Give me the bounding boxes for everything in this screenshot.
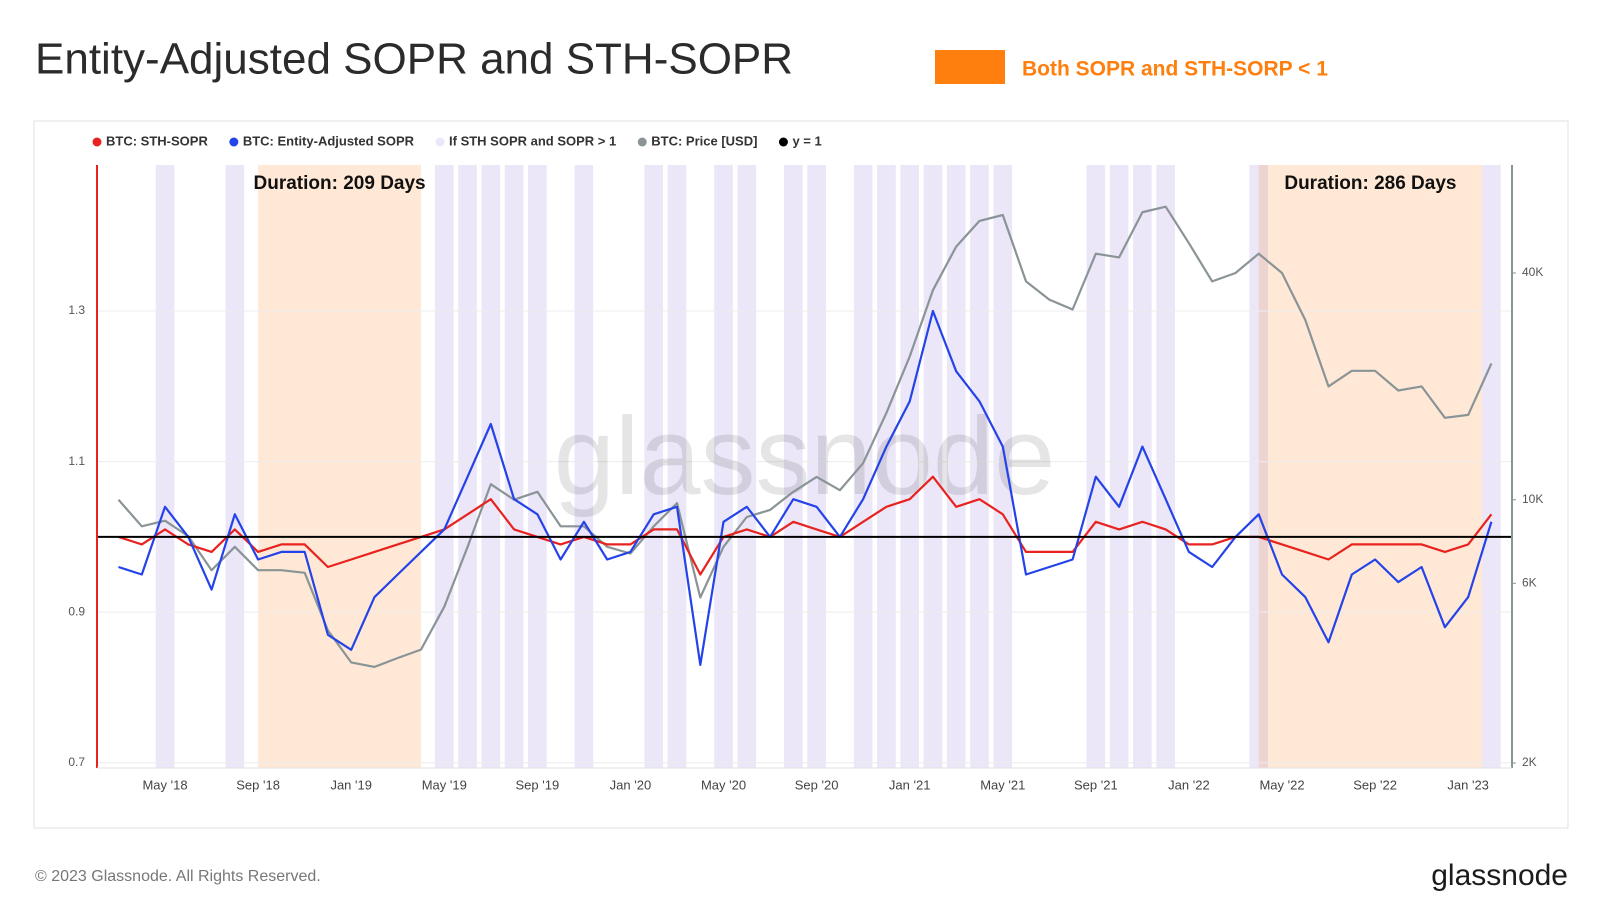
series-line [117,205,1493,668]
y-tick-label: 1.3 [68,303,85,317]
legend-label: y = 1 [792,133,821,148]
indicator-bar [1086,165,1106,768]
y-tick-label: 0.9 [68,604,85,618]
x-tick-label: Jan '19 [330,777,372,792]
x-tick-label: Jan '20 [610,777,652,792]
legend-marker [637,137,647,147]
highlight-range [1258,165,1483,768]
x-tick-label: Sep '18 [236,777,280,792]
watermark: glassnode [554,395,1056,518]
indicator-bar [1109,165,1129,768]
highlight-legend: Both SOPR and STH-SORP < 1 [1022,58,1328,81]
indicator-bar [667,165,687,768]
y2-tick-label: 6K [1522,575,1537,589]
page-title: Entity-Adjusted SOPR and STH-SOPR [35,35,793,84]
legend-label: If STH SOPR and SOPR > 1 [449,133,616,148]
indicator-bar [714,165,733,768]
highlight-swatch [935,50,1005,84]
legend-marker [435,137,445,147]
indicator-bar [946,165,966,768]
annotation: Duration: 209 Days [254,173,426,194]
x-tick-label: Sep '20 [795,777,839,792]
legend-marker [778,137,788,147]
indicator-bar [807,165,826,768]
indicator-bar [528,165,547,768]
x-tick-label: May '22 [1259,777,1304,792]
highlight-range [258,165,422,768]
indicator-bar [434,165,454,768]
indicator-bar [993,165,1013,768]
x-tick-label: Jan '23 [1447,777,1489,792]
x-tick-label: Sep '19 [516,777,560,792]
indicator-bar [853,165,873,768]
indicator-bar [574,165,594,768]
indicator-bar [877,165,896,768]
x-tick-label: May '21 [980,777,1025,792]
legend-label: BTC: Price [USD] [651,133,757,148]
x-tick-label: Sep '22 [1353,777,1397,792]
legend-label: BTC: Entity-Adjusted SOPR [243,133,415,148]
footer: © 2023 Glassnode. All Rights Reserved. [35,868,321,885]
series-line [118,475,1493,576]
y2-tick-label: 2K [1522,755,1537,769]
y2-tick-label: 40K [1522,265,1543,279]
legend-marker [229,137,239,147]
indicator-bar [970,165,989,768]
indicator-bar [155,165,175,768]
indicator-bar [504,165,524,768]
x-tick-label: May '19 [422,777,467,792]
indicator-bar [737,165,757,768]
y-tick-label: 1.1 [68,454,85,468]
x-tick-label: May '18 [142,777,187,792]
annotation: Duration: 286 Days [1284,173,1456,194]
indicator-bar [923,165,943,768]
indicator-bar [1156,165,1175,768]
indicator-bar [1133,165,1152,768]
legend-marker [92,137,102,147]
indicator-bar [225,165,245,768]
indicator-bar [481,165,501,768]
y-tick-label: 0.7 [68,755,85,769]
indicator-bar [644,165,664,768]
indicator-bar [900,165,919,768]
y2-tick-label: 10K [1522,492,1543,506]
series-line [118,309,1493,666]
legend-label: BTC: STH-SOPR [106,133,208,148]
indicator-bar [784,165,803,768]
x-tick-label: May '20 [701,777,746,792]
x-tick-label: Jan '22 [1168,777,1210,792]
indicator-bar [458,165,477,768]
x-tick-label: Jan '21 [889,777,931,792]
x-tick-label: Sep '21 [1074,777,1118,792]
indicator-bar [1249,165,1269,768]
logo: glassnode [1431,859,1568,892]
indicator-bar [1482,165,1501,768]
